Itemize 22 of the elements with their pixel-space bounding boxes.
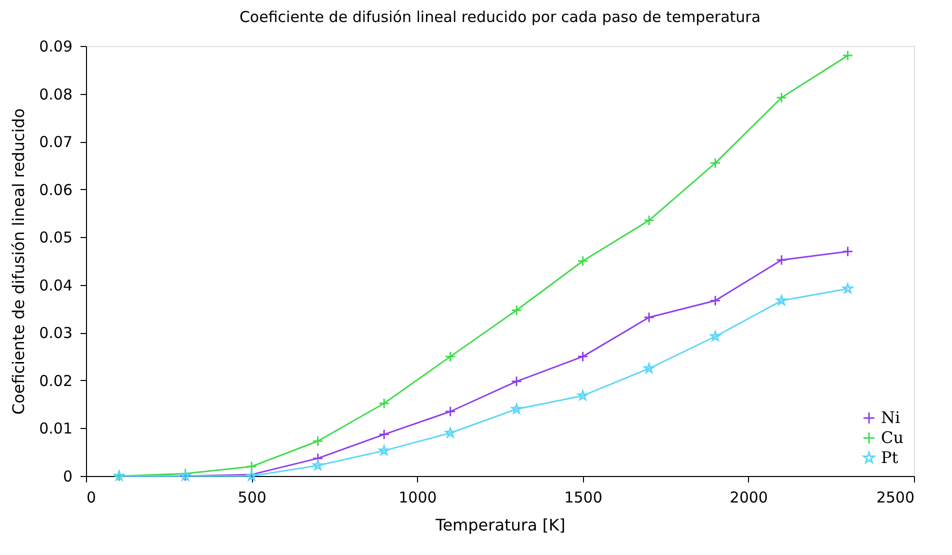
y-tick-label: 0.07 — [39, 133, 72, 152]
legend-label: Pt — [881, 448, 899, 467]
y-tick-label: 0.01 — [39, 420, 72, 438]
x-axis-title: Temperatura [K] — [434, 516, 566, 534]
y-axis-title: Coeficiente de difusión lineal reducido — [9, 108, 28, 415]
y-tick-label: 0.06 — [39, 180, 72, 199]
x-tick-label: 500 — [238, 488, 266, 506]
x-tick-label: 2000 — [730, 488, 768, 506]
y-tick-label: 0.08 — [39, 85, 72, 104]
y-tick-label: 0.03 — [39, 324, 72, 342]
x-tick-label: 1500 — [564, 488, 602, 506]
legend-label: Ni — [881, 408, 900, 427]
x-tick-label: 2500 — [876, 488, 914, 506]
x-tick-label: 0 — [86, 488, 96, 506]
y-tick-label: 0.04 — [39, 276, 72, 294]
chart-title: Coeficiente de difusión lineal reducido por cada paso de temperatura — [239, 8, 761, 26]
legend-label: Cu — [881, 428, 904, 447]
y-tick-label: 0.09 — [39, 38, 72, 56]
x-tick-label: 1000 — [398, 488, 437, 506]
y-tick-label: 0 — [62, 468, 72, 486]
y-tick-label: 0.02 — [39, 372, 72, 390]
y-tick-label: 0.05 — [39, 228, 72, 247]
